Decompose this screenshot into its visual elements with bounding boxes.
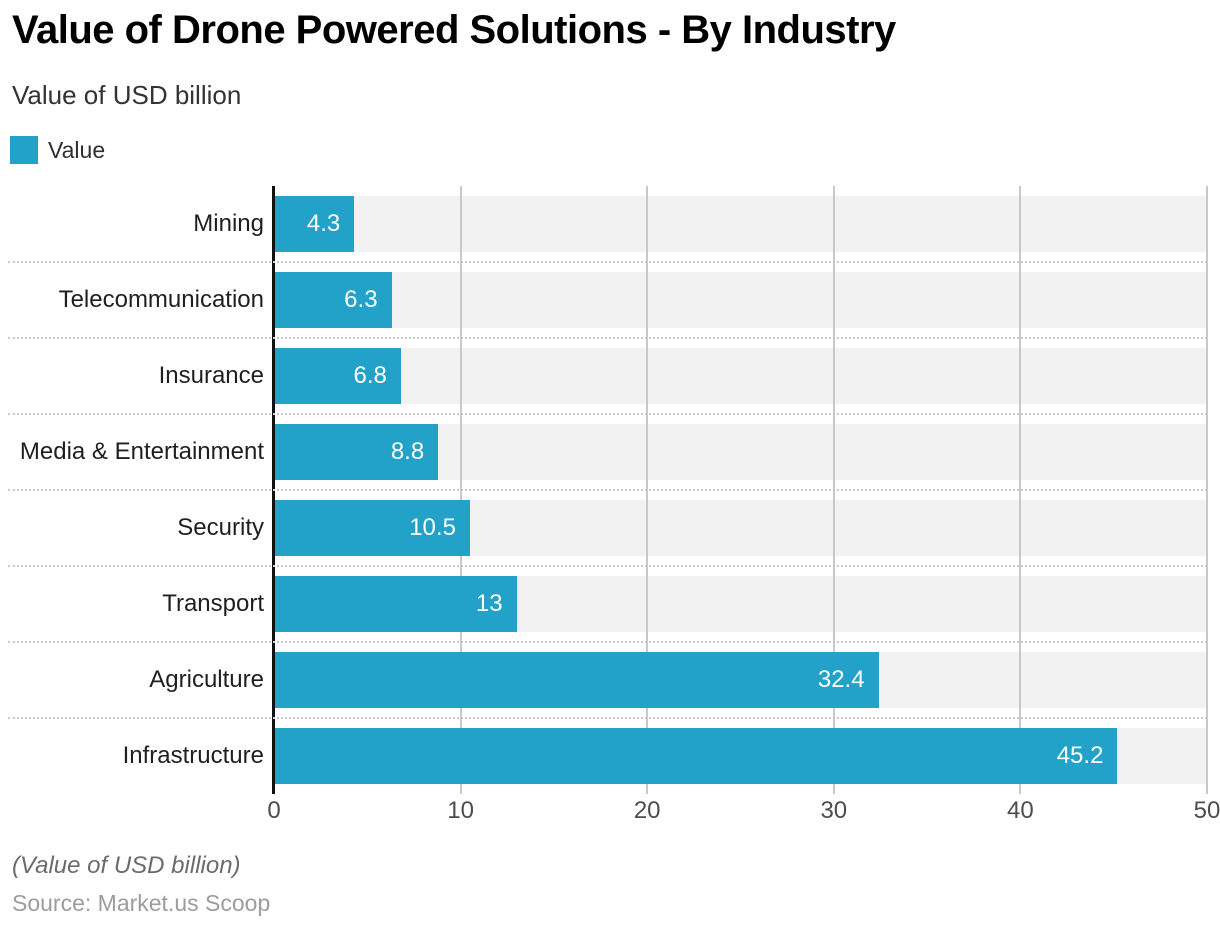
chart-row-infrastructure: 45.2 xyxy=(274,718,1207,794)
x-tick-label-30: 30 xyxy=(820,797,848,824)
bar-value-label: 4.3 xyxy=(306,210,341,237)
x-tick-label-20: 20 xyxy=(633,797,661,824)
category-label-infrastructure: Infrastructure xyxy=(122,742,264,769)
legend-label: Value xyxy=(48,136,106,163)
chart-row-telecommunication: 6.3 xyxy=(274,262,1207,338)
bar-value-label: 6.3 xyxy=(344,286,378,313)
chart-row-mining: 4.3 xyxy=(274,186,1207,262)
legend-item-value[interactable]: Value xyxy=(10,136,105,164)
bar-insurance[interactable]: 6.8 xyxy=(274,348,401,404)
bar-value-label: 8.8 xyxy=(390,438,425,465)
bar-value-label: 32.4 xyxy=(817,666,865,693)
category-label-agriculture: Agriculture xyxy=(149,666,264,693)
x-tick-label-40: 40 xyxy=(1007,797,1034,824)
chart-row-transport: 13 xyxy=(274,566,1207,642)
bar-telecommunication[interactable]: 6.3 xyxy=(274,272,392,328)
row-background-band xyxy=(274,196,1207,252)
legend: Value xyxy=(10,136,105,164)
gridline-50 xyxy=(1206,186,1208,794)
x-axis: 0 10 20 30 40 50 xyxy=(267,797,1220,827)
category-label-security: Security xyxy=(177,514,264,541)
chart-row-security: 10.5 xyxy=(274,490,1207,566)
gridline-40 xyxy=(1019,186,1022,794)
category-label-insurance: Insurance xyxy=(158,362,264,389)
category-label-telecommunication: Telecommunication xyxy=(58,286,264,313)
chart-row-media-entertainment: 8.8 xyxy=(274,414,1207,490)
x-tick-label-50: 50 xyxy=(1193,797,1220,824)
chart-row-insurance: 6.8 xyxy=(274,338,1207,414)
x-tick-label-10: 10 xyxy=(447,797,474,824)
chart-row-agriculture: 32.4 xyxy=(274,642,1207,718)
chart-subtitle: Value of USD billion xyxy=(12,80,242,110)
category-label-media-entertainment: Media & Entertainment xyxy=(19,438,264,465)
bar-value-label: 10.5 xyxy=(409,514,456,541)
y-axis-line xyxy=(272,186,275,794)
category-axis: Mining Telecommunication Insurance Media & … xyxy=(0,186,264,794)
bar-agriculture[interactable]: 32.4 xyxy=(274,652,879,708)
bar-value-label: 6.8 xyxy=(353,362,387,389)
bar-media-entertainment[interactable]: 8.8 xyxy=(274,424,439,480)
bar-value-label: 45.2 xyxy=(1056,742,1104,769)
bar-security[interactable]: 10.5 xyxy=(274,500,470,556)
legend-swatch-icon xyxy=(10,136,38,164)
row-background-band xyxy=(274,272,1207,328)
bar-mining[interactable]: 4.3 xyxy=(274,196,355,252)
footer-source: Source: Market.us Scoop xyxy=(12,890,271,916)
footer-note: (Value of USD billion) xyxy=(12,852,241,879)
chart-title: Value of Drone Powered Solutions - By In… xyxy=(12,8,896,52)
plot-area: 4.3 6.3 6.8 8.8 10.5 13 32.4 45.2 xyxy=(272,186,1208,794)
x-tick-label-0: 0 xyxy=(267,797,281,824)
bar-transport[interactable]: 13 xyxy=(274,576,517,632)
category-label-transport: Transport xyxy=(162,590,264,617)
bar-value-label: 13 xyxy=(475,590,503,617)
category-label-mining: Mining xyxy=(193,210,264,237)
row-background-band xyxy=(274,348,1207,404)
bar-infrastructure[interactable]: 45.2 xyxy=(274,728,1118,784)
